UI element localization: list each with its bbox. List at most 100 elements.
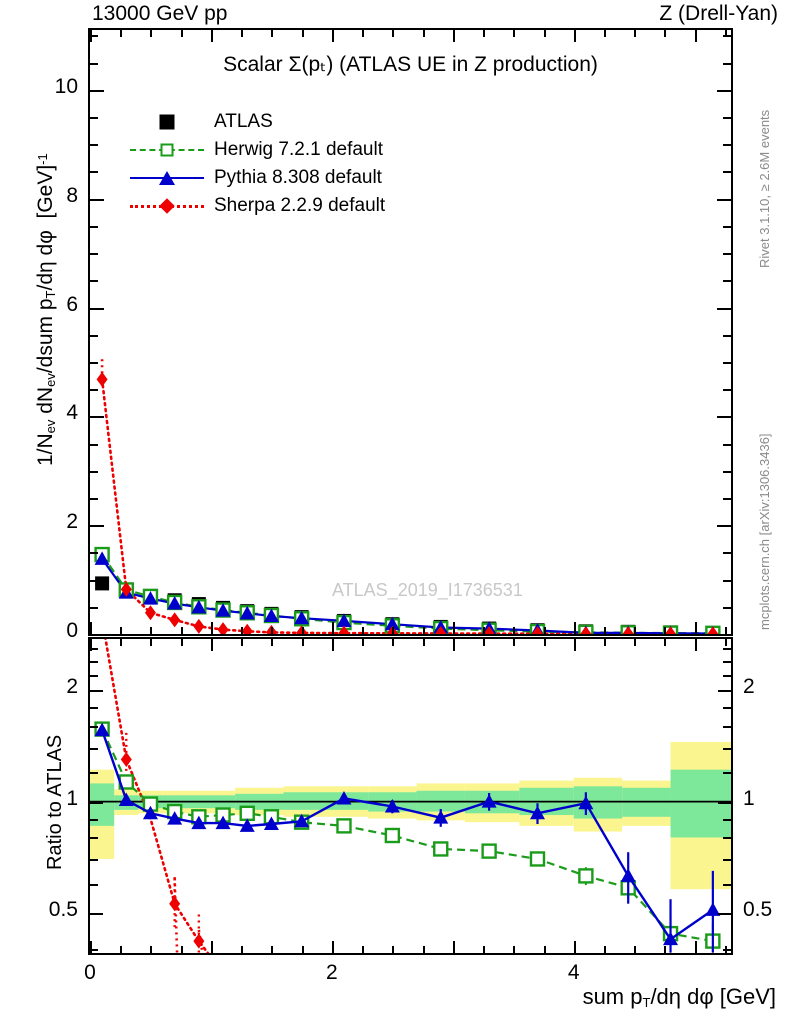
axis-tick — [723, 497, 731, 500]
data-point-sherpa — [338, 625, 350, 634]
ratio-point-pythia — [215, 815, 231, 830]
ratio-point-sherpa — [193, 933, 205, 949]
axis-tick — [717, 634, 731, 636]
axis-tick — [723, 62, 731, 65]
axis-tick — [664, 639, 667, 646]
axis-tick — [392, 30, 395, 37]
axis-tick — [90, 648, 98, 651]
axis-tick-label: 1 — [66, 786, 78, 810]
legend-marker-herwig — [128, 139, 206, 161]
axis-tick — [90, 747, 98, 750]
axis-tick — [694, 30, 697, 42]
axis-tick — [573, 941, 576, 953]
axis-tick — [90, 334, 98, 337]
data-point-pythia — [94, 551, 110, 565]
axis-tick — [723, 253, 731, 256]
data-point-pythia — [167, 596, 183, 610]
axis-tick — [210, 941, 213, 953]
axis-tick-label: 2 — [66, 675, 78, 699]
axis-tick — [90, 117, 98, 120]
axis-tick — [150, 30, 153, 37]
axis-tick — [362, 627, 365, 634]
data-point-sherpa — [193, 618, 205, 634]
axis-tick — [90, 772, 98, 775]
ratio-point-herwig — [384, 827, 401, 844]
axis-tick — [694, 941, 697, 953]
legend-item-atlas[interactable]: ATLAS — [128, 108, 385, 136]
axis-tick — [90, 941, 92, 953]
axis-tick — [180, 639, 183, 646]
diamond-filled-icon — [159, 198, 175, 214]
data-point-sherpa — [483, 626, 495, 634]
data-point-sherpa — [120, 581, 132, 597]
axis-tick — [723, 389, 731, 392]
axis-tick — [543, 946, 546, 953]
ratio-point-pythia — [384, 799, 400, 813]
ratio-tail-sherpa — [173, 878, 179, 953]
axis-tick — [664, 946, 667, 953]
axis-tick — [483, 946, 486, 953]
axis-tick — [723, 674, 731, 677]
axis-tick — [723, 280, 731, 283]
axis-tick — [723, 707, 731, 710]
main-plot-canvas — [94, 359, 721, 634]
data-point-pythia — [384, 616, 400, 631]
legend-item-sherpa[interactable]: Sherpa 2.2.9 default — [128, 192, 385, 220]
ratio-point-pythia — [263, 816, 279, 831]
axis-tick — [362, 946, 365, 953]
axis-tick — [90, 660, 98, 663]
data-point-atlas — [95, 576, 110, 591]
axis-tick-label: 6 — [66, 292, 78, 316]
axis-tick — [120, 627, 123, 634]
axis-tick-label: 0.5 — [48, 898, 78, 922]
ratio-point-pythia — [578, 795, 594, 810]
axis-tick — [241, 946, 244, 953]
data-point-pythia — [191, 599, 207, 614]
axis-tick — [723, 552, 731, 555]
axis-tick — [331, 941, 334, 953]
legend-item-herwig[interactable]: Herwig 7.2.1 default — [128, 136, 385, 164]
axis-tick — [90, 225, 98, 228]
axis-tick — [90, 361, 98, 364]
axis-tick — [723, 361, 731, 364]
axis-tick — [362, 639, 365, 646]
legend-marker-sherpa — [128, 195, 206, 217]
ratio-point-pythia — [336, 790, 352, 805]
data-point-pythia — [215, 603, 231, 617]
axis-tick — [723, 579, 731, 582]
axis-tick — [543, 627, 546, 634]
axis-tick — [90, 144, 98, 147]
ratio-point-pythia — [481, 794, 497, 808]
axis-tick — [301, 627, 304, 634]
ratio-point-pythia — [433, 810, 449, 824]
axis-tick — [723, 117, 731, 120]
process-label: Z (Drell-Yan) — [659, 2, 778, 25]
data-point-sherpa — [435, 625, 447, 634]
axis-tick — [634, 627, 637, 634]
axis-tick — [331, 639, 334, 651]
axis-tick — [90, 171, 98, 174]
axis-tick — [90, 579, 98, 582]
axis-tick — [90, 948, 98, 951]
axis-tick — [180, 946, 183, 953]
axis-tick — [210, 30, 213, 42]
axis-tick — [150, 946, 153, 953]
beam-energy-label: 13000 GeV pp — [92, 2, 228, 25]
ratio-point-herwig — [239, 805, 255, 821]
data-point-sherpa — [96, 371, 108, 387]
axis-tick — [120, 946, 123, 953]
axis-tick — [271, 946, 274, 953]
axis-tick — [573, 639, 576, 651]
axis-tick — [483, 639, 486, 646]
axis-tick — [717, 89, 731, 92]
axis-tick — [513, 639, 516, 646]
axis-tick — [724, 627, 727, 634]
axis-tick — [90, 470, 98, 473]
axis-tick — [90, 674, 98, 677]
ratio-plot-canvas — [90, 639, 731, 953]
legend-item-pythia[interactable]: Pythia 8.308 default — [128, 164, 385, 192]
axis-tick — [90, 913, 103, 916]
axis-tick — [422, 946, 425, 953]
axis-tick — [604, 639, 606, 646]
axis-tick — [694, 639, 697, 651]
